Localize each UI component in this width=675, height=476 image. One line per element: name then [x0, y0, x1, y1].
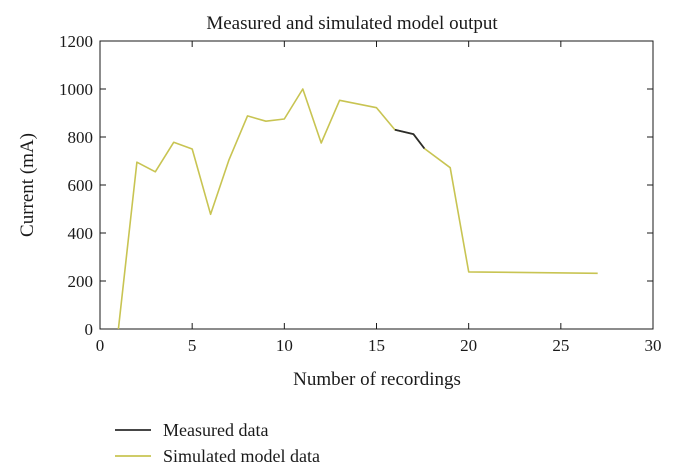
- series-line-simulated: [117, 88, 598, 330]
- y-tick-label: 400: [68, 224, 94, 243]
- x-tick-label: 5: [188, 336, 197, 355]
- legend: Measured data Simulated model data: [115, 420, 320, 466]
- x-tick-label: 30: [645, 336, 662, 355]
- x-tick-label: 25: [552, 336, 569, 355]
- x-tick-label: 15: [368, 336, 385, 355]
- y-axis-ticks: 0 200 400 600 800 1000 1200: [59, 32, 653, 339]
- plot-frame: [99, 40, 654, 330]
- chart-title: Measured and simulated model output: [206, 13, 498, 34]
- y-axis-label: Current (mA): [17, 133, 38, 237]
- y-tick-label: 1200: [59, 32, 93, 51]
- y-tick-label: 600: [68, 176, 94, 195]
- series-line-measured: [394, 128, 426, 150]
- x-tick-label: 0: [96, 336, 105, 355]
- y-tick-label: 200: [68, 272, 94, 291]
- y-tick-label: 1000: [59, 80, 93, 99]
- x-tick-label: 10: [276, 336, 293, 355]
- legend-label: Measured data: [163, 420, 268, 440]
- y-tick-label: 800: [68, 128, 94, 147]
- legend-label: Simulated model data: [163, 446, 320, 466]
- y-tick-label: 0: [85, 320, 94, 339]
- x-axis-label: Number of recordings: [293, 369, 461, 390]
- x-axis-ticks: 0 5 10 15 20 25 30: [96, 41, 662, 355]
- x-tick-label: 20: [460, 336, 477, 355]
- series-layer: [117, 88, 598, 330]
